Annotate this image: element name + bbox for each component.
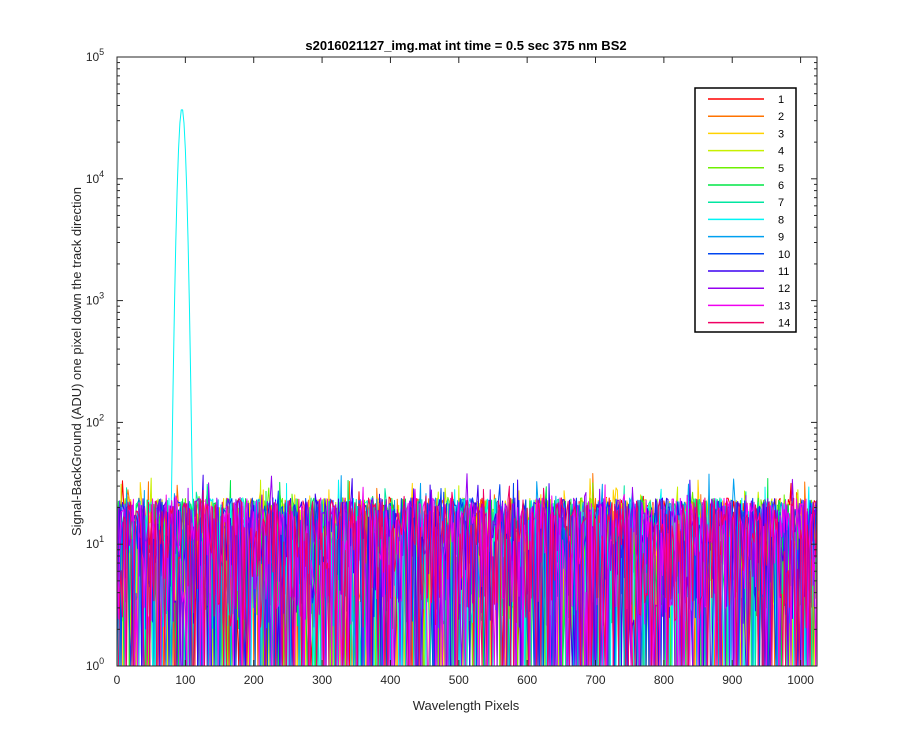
x-axis-label: Wavelength Pixels <box>413 698 520 713</box>
x-tick-label: 700 <box>586 673 606 687</box>
legend-label: 7 <box>778 197 784 209</box>
legend-label: 10 <box>778 249 790 261</box>
plot-frame <box>116 56 818 667</box>
y-tick-label: 101 <box>86 534 104 551</box>
y-axis-label: Signal-BackGround (ADU) one pixel down t… <box>69 187 84 536</box>
legend-label: 3 <box>778 128 784 140</box>
y-tick-label: 102 <box>86 412 104 429</box>
x-tick-label: 900 <box>722 673 742 687</box>
x-tick-label: 500 <box>449 673 469 687</box>
legend-label: 1 <box>778 94 784 106</box>
x-tick-label: 0 <box>114 673 121 687</box>
series-layer <box>117 109 817 666</box>
legend-label: 8 <box>778 214 784 226</box>
y-tick-label: 103 <box>86 291 104 308</box>
legend-label: 9 <box>778 232 784 244</box>
legend-label: 12 <box>778 283 790 295</box>
y-tick-label: 105 <box>86 47 104 64</box>
legend-label: 14 <box>778 318 790 330</box>
x-tick-label: 100 <box>175 673 195 687</box>
x-tick-label: 300 <box>312 673 332 687</box>
legend-label: 2 <box>778 111 784 123</box>
legend-box <box>694 87 797 333</box>
series-line-14 <box>117 485 817 666</box>
x-axis: 0 100 200 300 400 500 600 700 800 900 1000 <box>114 57 814 687</box>
x-tick-label: 400 <box>380 673 400 687</box>
legend-label: 11 <box>778 266 789 278</box>
y-tick-label: 100 <box>86 656 104 673</box>
legend-label: 13 <box>778 300 790 312</box>
legend-label: 6 <box>778 180 784 192</box>
x-tick-label: 800 <box>654 673 674 687</box>
chart-title: s2016021127_img.mat int time = 0.5 sec 3… <box>305 38 626 53</box>
x-tick-label: 200 <box>244 673 264 687</box>
x-tick-label: 1000 <box>787 673 814 687</box>
legend-label: 4 <box>778 146 784 158</box>
legend-label: 5 <box>778 163 784 175</box>
y-tick-label: 104 <box>86 169 104 186</box>
x-tick-label: 600 <box>517 673 537 687</box>
